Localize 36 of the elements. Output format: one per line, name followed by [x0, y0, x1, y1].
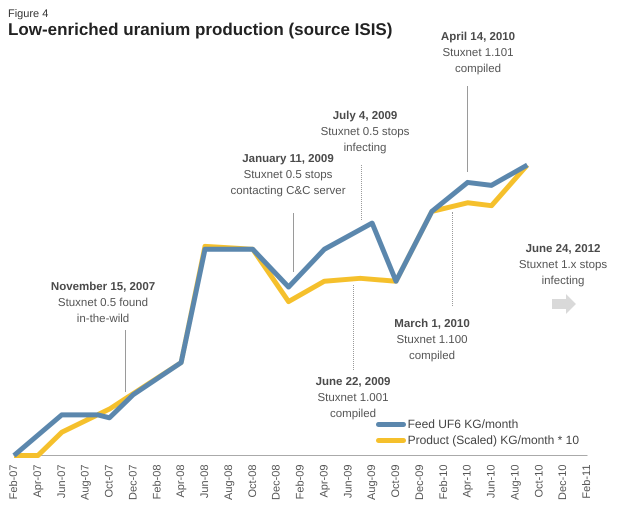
x-tick-label: Feb-11 — [581, 464, 594, 499]
x-tick-label: Aug-10 — [509, 464, 522, 500]
x-tick-label: Apr-09 — [318, 464, 330, 498]
x-tick-label: Jun-09 — [342, 464, 354, 498]
annotation: March 1, 2010 Stuxnet 1.100 compiled — [394, 318, 470, 362]
x-tick-label: Oct-09 — [390, 464, 402, 498]
annotation: June 24, 2012 Stuxnet 1.x stops infecting — [518, 242, 608, 287]
x-tick-label: Apr-10 — [462, 464, 474, 498]
x-tick-label: Oct-08 — [246, 464, 259, 498]
x-tick-label: Oct-10 — [533, 464, 546, 498]
x-tick-label: Aug-09 — [366, 464, 378, 500]
x-tick-label: Apr-08 — [175, 464, 188, 498]
x-tick-label: Aug-07 — [80, 464, 92, 500]
x-tick-label: Apr-07 — [32, 464, 44, 498]
text: July 4, 2009 Stuxnet 0.5 stops infecting — [320, 110, 410, 154]
x-tick-label: Dec-08 — [270, 464, 283, 500]
chart-title: Low-enriched uranium production (source ISIS) — [8, 20, 392, 40]
x-tick-label: Aug-08 — [222, 464, 235, 500]
x-tick-label: Feb-07 — [8, 464, 20, 500]
x-tick-label: Feb-09 — [294, 464, 307, 500]
x-tick-label: Dec-09 — [414, 464, 426, 500]
annotation: November 15, 2007 Stuxnet 0.5 found in-the-wild — [50, 280, 156, 325]
x-tick-label: Jun-07 — [56, 464, 68, 498]
x-tick-label: Jun-10 — [486, 464, 498, 498]
x-tick-label: Feb-10 — [438, 464, 450, 500]
x-tick-label: Dec-10 — [557, 464, 570, 500]
x-tick-label: Jun-08 — [199, 464, 212, 498]
annotation: January 11, 2009 Stuxnet 0.5 stops contacting C&C server — [230, 152, 346, 197]
x-tick-label: Dec-07 — [127, 464, 140, 500]
chart-subtitle: Figure 4 — [8, 8, 48, 20]
x-tick-label: Feb-08 — [151, 464, 164, 500]
legend-label: Product (Scaled) KG/month * 10 — [408, 432, 579, 448]
x-tick-label: Oct-07 — [104, 464, 116, 498]
text: April 14, 2010 Stuxnet 1.101 compiled — [440, 30, 516, 75]
legend-label: Feed UF6 KG/month — [408, 416, 518, 432]
annotation: June 22, 2009 Stuxnet 1.001 compiled — [316, 376, 390, 420]
